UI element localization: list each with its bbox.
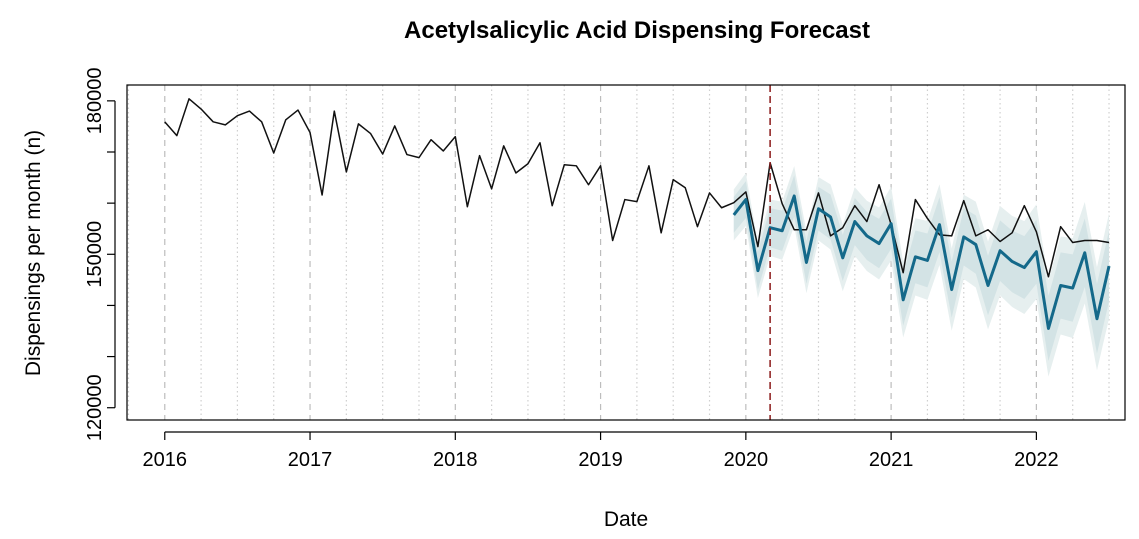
band-80 xyxy=(733,175,1110,361)
x-tick-label: 2020 xyxy=(724,449,769,471)
plot-box xyxy=(126,84,1126,421)
y-axis-label: Dispensings per month (n) xyxy=(22,130,45,376)
x-tick-label: 2019 xyxy=(578,449,623,471)
x-tick-label: 2022 xyxy=(1014,449,1059,471)
x-tick-label: 2017 xyxy=(288,449,333,471)
chart-title: Acetylsalicylic Acid Dispensing Forecast xyxy=(404,17,870,44)
x-axis-label: Date xyxy=(604,508,648,531)
y-tick-label: 120000 xyxy=(84,374,106,441)
x-tick-label: 2018 xyxy=(433,449,478,471)
observed-line xyxy=(164,98,1110,278)
y-tick-label: 180000 xyxy=(84,67,106,134)
y-tick-label: 150000 xyxy=(84,221,106,288)
x-tick-label: 2021 xyxy=(869,449,914,471)
x-tick-label: 2016 xyxy=(143,449,188,471)
forecast-line xyxy=(732,194,1111,330)
